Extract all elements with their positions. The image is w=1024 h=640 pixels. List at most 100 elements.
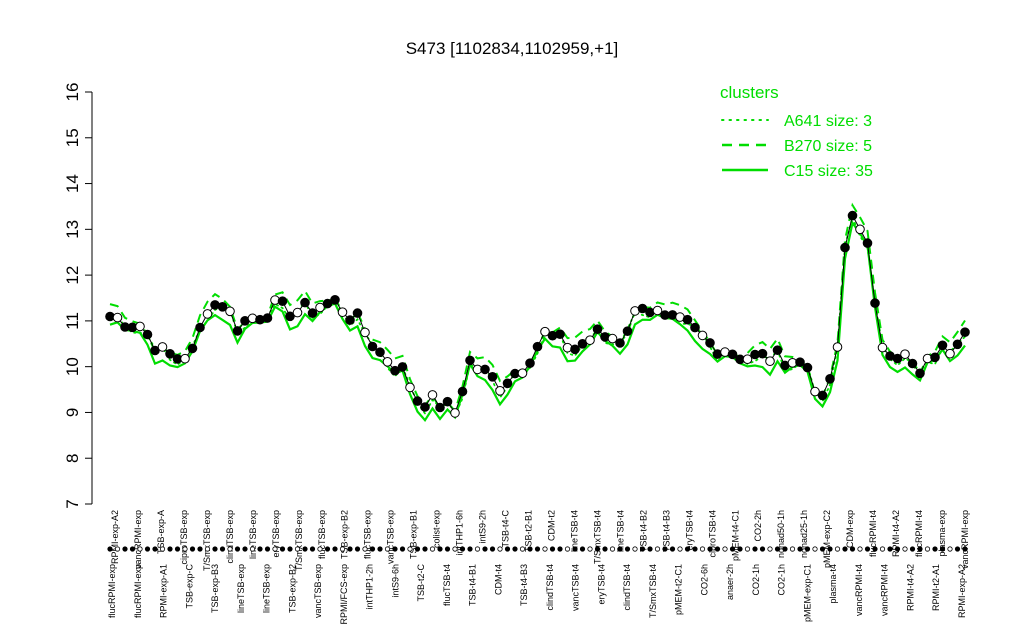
data-point (420, 402, 430, 412)
data-point (592, 324, 603, 335)
rug-marker (549, 546, 556, 552)
data-point (877, 342, 888, 353)
cluster-line-b270 (109, 202, 966, 414)
x-tick-label: TSB-exp-B1 (409, 510, 419, 559)
rug-marker (332, 546, 338, 552)
rug-marker (437, 546, 443, 552)
x-tick-label: vancRPMI-t4 (880, 564, 890, 616)
data-point (180, 353, 190, 364)
x-tick-label: T/SmxTSB-t4 (648, 564, 658, 618)
data-point (840, 242, 850, 253)
rug-marker (894, 546, 901, 552)
x-tick-label: lineTSB-exp (236, 564, 246, 613)
x-tick-label: T/SmxTSB-t4 (592, 510, 602, 564)
data-point (450, 408, 460, 418)
data-point (855, 224, 865, 235)
x-tick-label: anaer-2h (725, 564, 735, 600)
data-point (150, 345, 160, 356)
data-point (540, 326, 550, 337)
data-point (757, 348, 768, 359)
rug-marker (662, 546, 668, 552)
rug-marker (887, 546, 893, 552)
x-tick-label: RPMI-t2-A1 (931, 564, 941, 611)
rug-marker (932, 546, 938, 552)
rug-marker (962, 546, 968, 552)
rug-marker (842, 546, 848, 552)
data-points (105, 210, 970, 418)
x-tick-label: lineTSB-t4 (569, 510, 579, 552)
data-point (307, 308, 318, 318)
data-point (135, 321, 145, 332)
rug-marker (902, 546, 908, 552)
rug-marker (482, 546, 488, 552)
x-tick-label: flucRPMI-exp (107, 564, 117, 618)
rug-marker (399, 546, 406, 552)
rug-marker (947, 546, 953, 552)
x-tick-label: flucRPMI-exp (133, 564, 143, 618)
rug-marker (752, 546, 758, 552)
rug-marker (557, 546, 563, 552)
rug-marker (564, 546, 571, 552)
data-point (810, 386, 820, 397)
cluster-lines (109, 202, 966, 423)
legend-title: clusters (720, 83, 779, 102)
x-tick-label: flucTSB-t4 (442, 564, 452, 606)
rug-marker (242, 546, 248, 552)
rug-marker (347, 546, 353, 552)
rug-marker (714, 546, 721, 552)
data-point (292, 307, 303, 318)
rug-marker (879, 546, 886, 552)
chart-title: S473 [1102834,1102959,+1] (406, 39, 619, 58)
rug-marker (317, 546, 323, 552)
rug-marker (407, 546, 413, 552)
rug-marker (939, 546, 946, 552)
x-tick-label: TSB-t4-B1 (468, 564, 478, 606)
rug-marker (309, 546, 316, 552)
data-point (337, 307, 348, 318)
x-tick-label: RPMI-exp-A2 (957, 564, 967, 618)
rug-marker (234, 546, 241, 552)
rug-marker (699, 546, 706, 552)
x-tick-label: plasma-exp (937, 510, 947, 557)
data-point (465, 355, 475, 366)
rug-marker (129, 546, 136, 552)
data-point (637, 303, 648, 314)
x-tick-label: TSB-t4-C (501, 510, 511, 548)
data-point (427, 390, 438, 400)
data-point (300, 297, 310, 308)
data-point (615, 338, 625, 348)
rug-marker (414, 546, 421, 552)
rug-marker (819, 546, 826, 552)
x-tick-label: TSB-exp-B3 (210, 564, 220, 613)
rug-marker (354, 546, 361, 552)
rug-marker (392, 546, 398, 552)
rug-marker (294, 546, 301, 552)
x-tick-label: lineTSB-exp (262, 564, 272, 613)
y-tick-label: 10 (63, 357, 82, 376)
rug-marker (954, 546, 961, 552)
rug-marker (827, 546, 833, 552)
x-tick-label: nonad25-1h (799, 510, 809, 558)
rug-marker (602, 546, 608, 552)
x-rug-markers (107, 546, 968, 552)
rug-marker (654, 546, 661, 552)
rug-marker (189, 546, 196, 552)
x-axis-labels: RPMI-exp-A2 vancRPMI-exp TSB-exp-A ciproTSB… (107, 510, 970, 625)
x-tick-label: CO2-1h (777, 564, 787, 596)
rug-marker (152, 546, 158, 552)
rug-marker (279, 546, 286, 552)
data-point (112, 312, 123, 323)
data-point (517, 368, 528, 379)
rug-marker (287, 546, 293, 552)
x-tick-label: clindTSB-t4 (545, 564, 555, 611)
x-tick-label: TSB-t2-B1 (524, 510, 534, 552)
legend: clusters A641 size: 3 B270 size: 5 C15 s… (720, 83, 873, 180)
data-point (795, 357, 805, 368)
data-point (457, 386, 468, 397)
x-tick-label: flucTSB-exp (363, 510, 373, 559)
data-point (862, 238, 873, 248)
rug-marker (489, 546, 496, 552)
data-point (322, 298, 333, 309)
rug-marker (804, 546, 811, 552)
rug-marker (609, 546, 616, 552)
